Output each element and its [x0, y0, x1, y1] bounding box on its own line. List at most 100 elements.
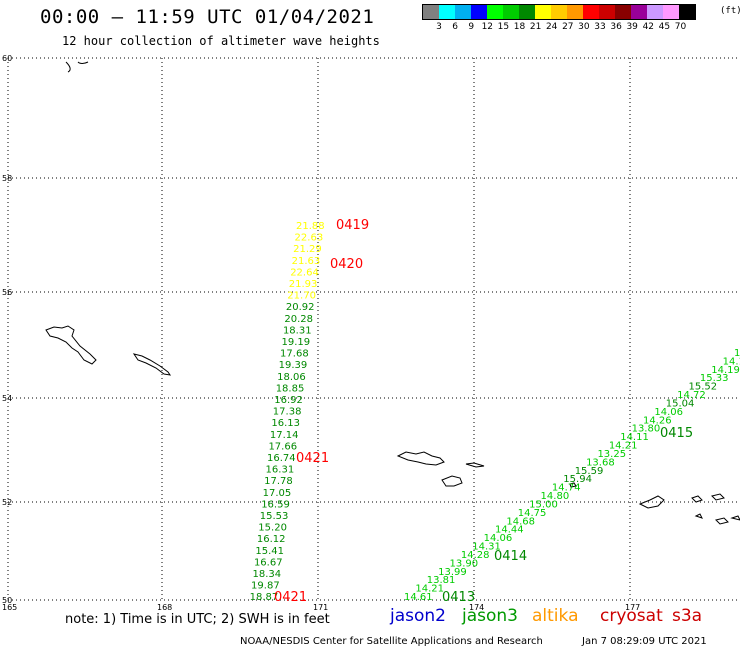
- lat-label: 60: [2, 54, 12, 63]
- swh-value: 17.78: [264, 476, 293, 487]
- island-attu: [396, 451, 445, 466]
- swh-value: 14.21: [415, 584, 444, 595]
- swh-value: 16.74: [267, 453, 296, 464]
- legend-swatch: [535, 5, 551, 19]
- swh-value: 14.44: [495, 525, 524, 536]
- footer-note: note: 1) Time is in UTC; 2) SWH is in fe…: [65, 612, 330, 627]
- lon-label: 177: [625, 603, 640, 612]
- swh-value: 21.70: [287, 291, 316, 302]
- swh-value: 13.99: [438, 567, 467, 578]
- satellite-altika: altika: [532, 606, 579, 626]
- swh-value: 16.92: [274, 395, 303, 406]
- swh-value: 16.59: [261, 499, 290, 510]
- swh-value: 16.12: [257, 534, 286, 545]
- legend-swatch: [599, 5, 615, 19]
- legend-swatch: [567, 5, 583, 19]
- legend-label: 15: [497, 22, 510, 32]
- time-label: 0413: [442, 590, 475, 605]
- swh-value: 17.38: [273, 407, 302, 418]
- lat-label: 54: [2, 394, 12, 403]
- legend-label: 36: [610, 22, 622, 32]
- legend-swatch: [583, 5, 599, 19]
- swh-value: 14.72: [677, 390, 706, 401]
- legend-label: 42: [642, 22, 655, 32]
- island-agattu: [441, 475, 463, 487]
- legend-unit: (ft): [720, 6, 740, 16]
- legend-label: 6: [452, 22, 458, 32]
- swh-value: 16.67: [254, 557, 283, 568]
- swh-value: 21.29: [293, 244, 322, 255]
- island-semichi: [465, 462, 485, 468]
- legend-swatch: [455, 5, 471, 19]
- swh-value: 21.93: [289, 279, 318, 290]
- legend-label: 30: [578, 22, 590, 32]
- swh-value: 15.04: [666, 398, 695, 409]
- legend-swatch: [679, 5, 695, 19]
- coastline-kamchatka: [65, 61, 89, 73]
- swh-value: 14.21: [609, 441, 638, 452]
- altimeter-tracks: 21.8822.6321.2921.6322.6421.9321.7020.92…: [250, 218, 740, 605]
- legend-swatch: [519, 5, 535, 19]
- island-small: [569, 482, 577, 488]
- swh-value: 14.26: [643, 415, 672, 426]
- swh-value: 17.05: [263, 488, 292, 499]
- legend-swatch: [631, 5, 647, 19]
- swh-value: 22.63: [295, 233, 324, 244]
- swh-value: 15.59: [575, 466, 604, 477]
- swh-value: 19.19: [282, 337, 311, 348]
- legend-label: 70: [674, 22, 687, 32]
- satellite-jason2: jason2: [390, 606, 446, 626]
- swh-value: 14.74: [552, 483, 581, 494]
- swh-value: 14.80: [541, 491, 570, 502]
- lon-label: 168: [157, 603, 172, 612]
- swh-value: 13.90: [450, 558, 479, 569]
- swh-value: 14.61: [404, 592, 433, 603]
- swh-value: 14.68: [506, 516, 535, 527]
- swh-value: 16.13: [271, 418, 300, 429]
- island-bering: [45, 325, 97, 365]
- satellite-jason3: jason3: [462, 606, 518, 626]
- swh-value: 14.06: [654, 407, 683, 418]
- swh-value: 17.14: [270, 430, 299, 441]
- swh-value: 15.52: [688, 382, 717, 393]
- swh-value: 22.64: [290, 267, 319, 278]
- legend-swatch: [663, 5, 679, 19]
- swh-value: 17.68: [280, 349, 309, 360]
- swh-value: 16.31: [266, 465, 295, 476]
- swh-value: 15.53: [260, 511, 289, 522]
- legend-swatch: [439, 5, 455, 19]
- swh-value: 19.39: [279, 360, 308, 371]
- swh-value: 15.00: [529, 499, 558, 510]
- satellite-s3a: s3a: [672, 606, 703, 626]
- satellite-cryosat: cryosat: [600, 606, 663, 626]
- credit-text: NOAA/NESDIS Center for Satellite Applica…: [240, 636, 543, 647]
- lon-label: 171: [313, 603, 328, 612]
- lat-label: 52: [2, 498, 12, 507]
- swh-value: 14.18: [723, 356, 740, 367]
- lat-label: 50: [2, 596, 12, 605]
- swh-value: 15.10: [734, 348, 740, 359]
- legend-labels: 3 6 9 12 15 18 21 24 27 30 33 36 39 42 45 70: [422, 20, 696, 34]
- swh-value: 13.68: [586, 457, 615, 468]
- legend-label: 33: [594, 22, 606, 32]
- swh-value: 13.80: [632, 424, 661, 435]
- swh-value: 14.06: [484, 533, 513, 544]
- swh-value: 20.92: [286, 302, 315, 313]
- island-rat: [691, 493, 740, 525]
- legend-swatch: [647, 5, 663, 19]
- swh-value: 14.75: [518, 508, 547, 519]
- time-label: 0419: [336, 218, 369, 233]
- island-kiska: [638, 495, 665, 509]
- swh-value: 14.31: [472, 542, 501, 553]
- map-title: 00:00 – 11:59 UTC 01/04/2021: [40, 6, 375, 28]
- swh-value: 15.33: [700, 373, 729, 384]
- swh-value: 20.28: [284, 314, 313, 325]
- legend-label: 21: [529, 22, 542, 32]
- island-medny: [132, 353, 172, 376]
- lat-label: 58: [2, 174, 12, 183]
- swh-value: 18.87: [250, 592, 279, 603]
- lon-label: 174: [469, 603, 484, 612]
- time-label: 0421: [274, 590, 307, 605]
